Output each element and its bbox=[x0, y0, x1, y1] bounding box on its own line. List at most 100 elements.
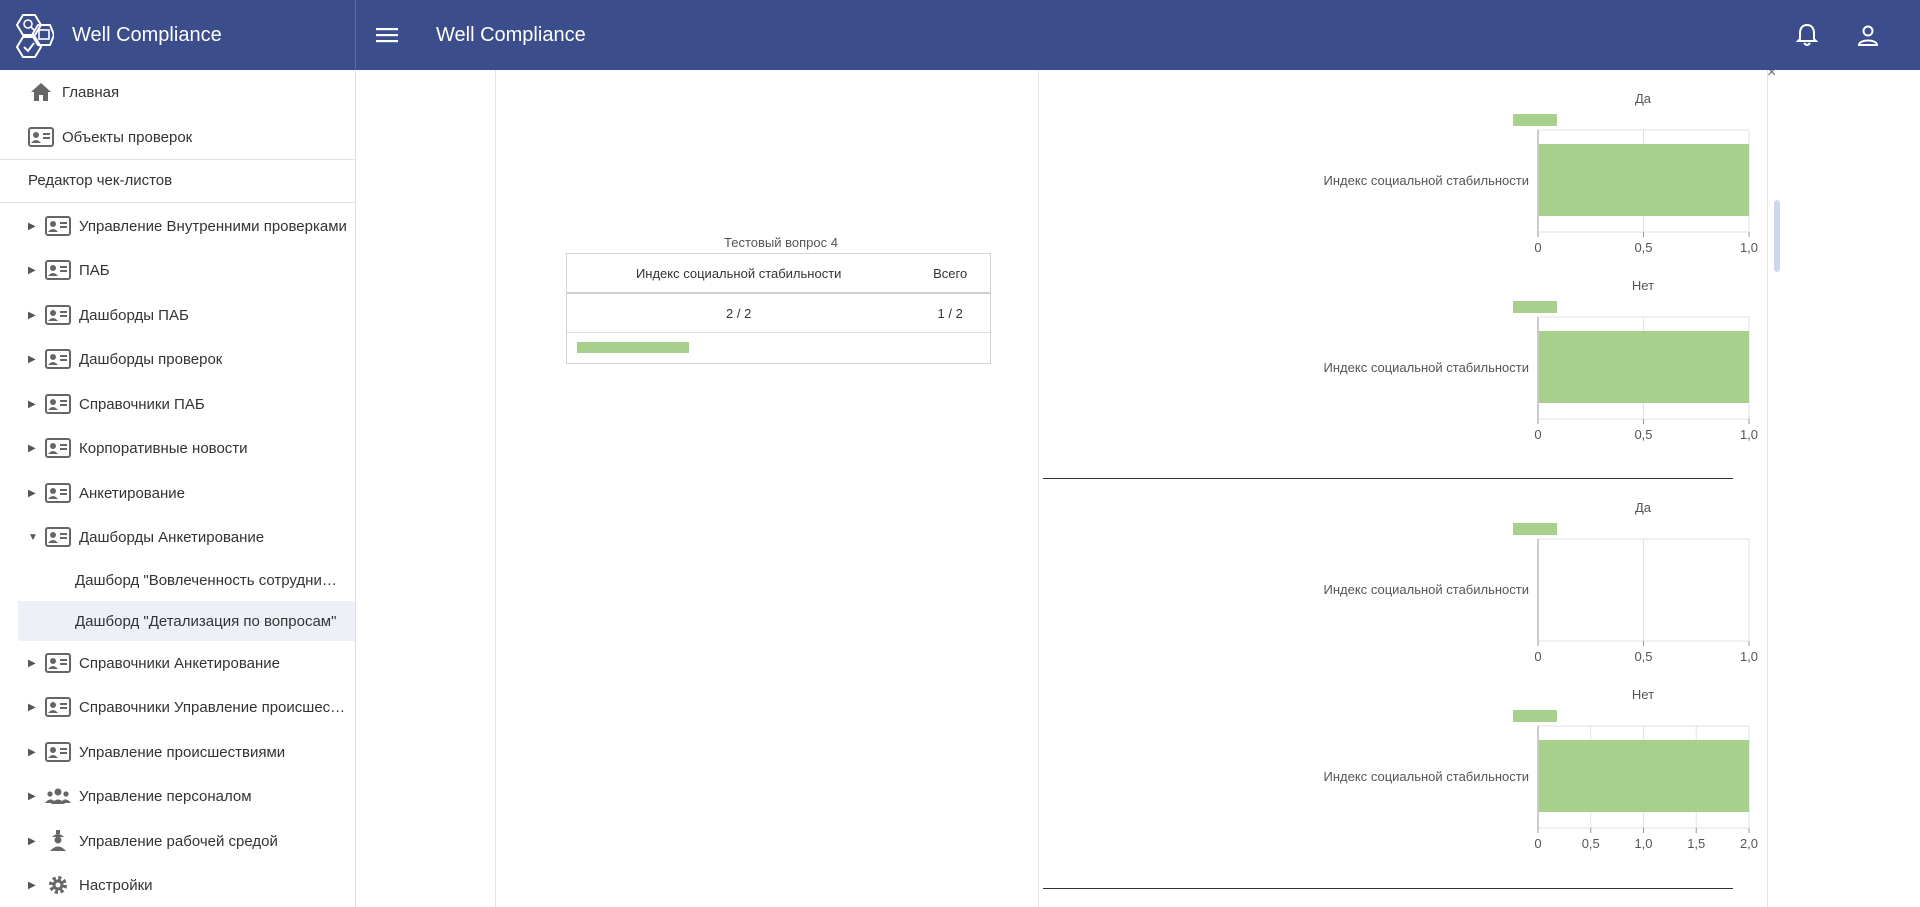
id-card-icon bbox=[45, 697, 71, 717]
sidebar-item-label: Дашборды проверок bbox=[79, 350, 223, 368]
legend-swatch bbox=[1513, 710, 1557, 722]
caret-right-icon: ▶ bbox=[28, 264, 36, 276]
notifications-button[interactable] bbox=[1792, 20, 1822, 50]
tick-label: 1,5 bbox=[1687, 836, 1705, 851]
sidebar-item-label: Управление персоналом bbox=[79, 787, 252, 805]
caret-right-icon: ▶ bbox=[28, 220, 36, 232]
sidebar-item-work-environment[interactable]: ▶ Управление рабочей средой bbox=[0, 821, 355, 861]
caret-down-icon: ▼ bbox=[28, 531, 38, 543]
tick-label: 0 bbox=[1534, 836, 1541, 851]
bar-chart: Нет 0 0,5 1,0 Индекс социальной стабильности bbox=[1324, 278, 1759, 442]
sidebar-item-label: Справочники ПАБ bbox=[79, 395, 205, 413]
chart: Нет 0 0,5 1,0 Индекс социальной стабильности bbox=[1039, 275, 1767, 455]
tick-label: 0 bbox=[1534, 427, 1541, 442]
sidebar-item-label: Управление рабочей средой bbox=[79, 832, 278, 850]
panel-divider bbox=[1767, 70, 1768, 907]
sidebar-item-label: Справочники Управление происшествиями bbox=[79, 698, 349, 716]
caret-right-icon: ▶ bbox=[28, 398, 36, 410]
panel-divider bbox=[495, 70, 496, 907]
sidebar-item-audit-dashboards[interactable]: ▶ Дашборды проверок bbox=[0, 339, 355, 379]
caret-right-icon: ▶ bbox=[28, 657, 36, 669]
id-card-icon bbox=[45, 349, 71, 369]
home-icon bbox=[28, 82, 54, 102]
sidebar-item-label: Анкетирование bbox=[79, 484, 185, 502]
chart-title: Нет bbox=[1632, 687, 1654, 702]
bar bbox=[1539, 331, 1749, 403]
sidebar-item-surveys[interactable]: ▶ Анкетирование bbox=[0, 473, 355, 513]
app-logo-icon bbox=[15, 14, 54, 58]
page-title: Well Compliance bbox=[436, 24, 586, 46]
worker-icon bbox=[45, 830, 71, 851]
caret-right-icon: ▶ bbox=[28, 442, 36, 454]
sidebar-item-internal-audits[interactable]: ▶ Управление Внутренними проверками bbox=[0, 206, 355, 246]
legend-swatch bbox=[1513, 114, 1557, 126]
tick-label: 0 bbox=[1534, 649, 1541, 664]
id-card-icon bbox=[45, 438, 71, 458]
category-label: Индекс социальной стабильности bbox=[1324, 360, 1529, 375]
sidebar: Главная Объекты проверок Редактор чек-ли… bbox=[0, 70, 356, 907]
bar-chart: Нет 0 0,5 1,0 1,5 2,0 Индекс социальной стабил… bbox=[1324, 687, 1759, 851]
id-card-icon bbox=[45, 260, 71, 280]
question-caption: Тестовый вопрос 4 bbox=[724, 235, 838, 250]
tick-label: 0 bbox=[1534, 240, 1541, 255]
sidebar-subitem-engagement-dashboard[interactable]: Дашборд "Вовлеченность сотрудников" bbox=[18, 560, 355, 600]
table-header-row: Индекс социальной стабильности Всего bbox=[567, 254, 990, 294]
id-card-icon bbox=[45, 305, 71, 325]
sidebar-item-incident-directories[interactable]: ▶ Справочники Управление происшествиями bbox=[0, 687, 355, 727]
menu-button[interactable] bbox=[372, 20, 402, 50]
sidebar-item-inspection-objects[interactable]: Объекты проверок bbox=[0, 117, 355, 157]
sidebar-item-label: Дашборды ПАБ bbox=[79, 306, 189, 324]
sidebar-item-home[interactable]: Главная bbox=[0, 72, 355, 112]
sidebar-item-pab-dashboards[interactable]: ▶ Дашборды ПАБ bbox=[0, 295, 355, 335]
sidebar-item-personnel[interactable]: ▶ Управление персоналом bbox=[0, 776, 355, 816]
sidebar-item-label: Объекты проверок bbox=[62, 128, 193, 146]
top-bar: Well Compliance Well Compliance bbox=[0, 0, 1920, 70]
chart-title: Да bbox=[1635, 91, 1652, 106]
legend-swatch bbox=[1513, 523, 1557, 535]
bar bbox=[1539, 740, 1749, 812]
close-icon[interactable]: × bbox=[1767, 70, 1777, 81]
sidebar-subitem-question-detail-dashboard[interactable]: Дашборд "Детализация по вопросам" bbox=[18, 601, 355, 641]
sidebar-item-label: ПАБ bbox=[79, 261, 110, 279]
tick-label: 0,5 bbox=[1634, 649, 1652, 664]
id-card-icon bbox=[45, 216, 71, 236]
sidebar-item-label: Главная bbox=[62, 83, 120, 101]
category-label: Индекс социальной стабильности bbox=[1324, 582, 1529, 597]
sidebar-item-survey-directories[interactable]: ▶ Справочники Анкетирование bbox=[0, 643, 355, 683]
sidebar-item-label: Дашборд "Вовлеченность сотрудников" bbox=[75, 571, 337, 589]
sidebar-item-incident-management[interactable]: ▶ Управление происшествиями bbox=[0, 732, 355, 772]
sidebar-item-corporate-news[interactable]: ▶ Корпоративные новости bbox=[0, 428, 355, 468]
sidebar-item-pab-directories[interactable]: ▶ Справочники ПАБ bbox=[0, 384, 355, 424]
sidebar-item-label: Корпоративные новости bbox=[79, 439, 248, 457]
caret-right-icon: ▶ bbox=[28, 790, 36, 802]
chart: Да 0 0,5 1,0 Индекс социальной стабильности bbox=[1039, 497, 1767, 677]
caret-right-icon: ▶ bbox=[28, 746, 36, 758]
sidebar-item-survey-dashboards[interactable]: ▼ Дашборды Анкетирование bbox=[0, 517, 355, 557]
gear-icon bbox=[45, 875, 71, 895]
table-bar-row bbox=[567, 333, 990, 363]
bar-chart: Да 0 0,5 1,0 Индекс социальной стабильности bbox=[1324, 500, 1759, 664]
tick-label: 0,5 bbox=[1634, 240, 1652, 255]
caret-right-icon: ▶ bbox=[28, 353, 36, 365]
sidebar-item-label: Редактор чек-листов bbox=[28, 171, 173, 189]
sidebar-item-checklist-editor[interactable]: Редактор чек-листов bbox=[0, 160, 355, 200]
column-header: Всего bbox=[933, 265, 968, 281]
id-card-icon bbox=[28, 127, 54, 147]
tick-label: 1,0 bbox=[1740, 427, 1758, 442]
legend-swatch bbox=[1513, 301, 1557, 313]
panel-divider bbox=[1038, 70, 1039, 907]
sidebar-item-settings[interactable]: ▶ Настройки bbox=[0, 865, 355, 905]
sidebar-item-pab[interactable]: ▶ ПАБ bbox=[0, 250, 355, 290]
sidebar-item-label: Управление происшествиями bbox=[79, 743, 286, 761]
sidebar-item-label: Справочники Анкетирование bbox=[79, 654, 280, 672]
chart-title: Нет bbox=[1632, 278, 1654, 293]
user-button[interactable] bbox=[1853, 20, 1883, 50]
id-card-icon bbox=[45, 742, 71, 762]
progress-bar bbox=[577, 342, 689, 353]
people-icon bbox=[45, 786, 71, 806]
divider bbox=[0, 159, 355, 160]
chart: Нет 0 0,5 1,0 1,5 2,0 Индекс социальной стабил… bbox=[1039, 684, 1767, 864]
scrollbar-thumb[interactable] bbox=[1774, 200, 1780, 272]
tick-label: 1,0 bbox=[1740, 240, 1758, 255]
category-label: Индекс социальной стабильности bbox=[1324, 769, 1529, 784]
